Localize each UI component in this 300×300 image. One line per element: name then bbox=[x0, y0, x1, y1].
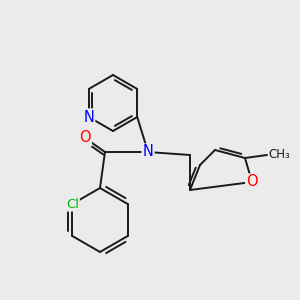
Text: Cl: Cl bbox=[66, 197, 79, 211]
Text: O: O bbox=[246, 175, 258, 190]
Text: O: O bbox=[79, 130, 91, 146]
Text: CH₃: CH₃ bbox=[268, 148, 290, 161]
Text: N: N bbox=[142, 145, 153, 160]
Text: N: N bbox=[83, 110, 94, 124]
